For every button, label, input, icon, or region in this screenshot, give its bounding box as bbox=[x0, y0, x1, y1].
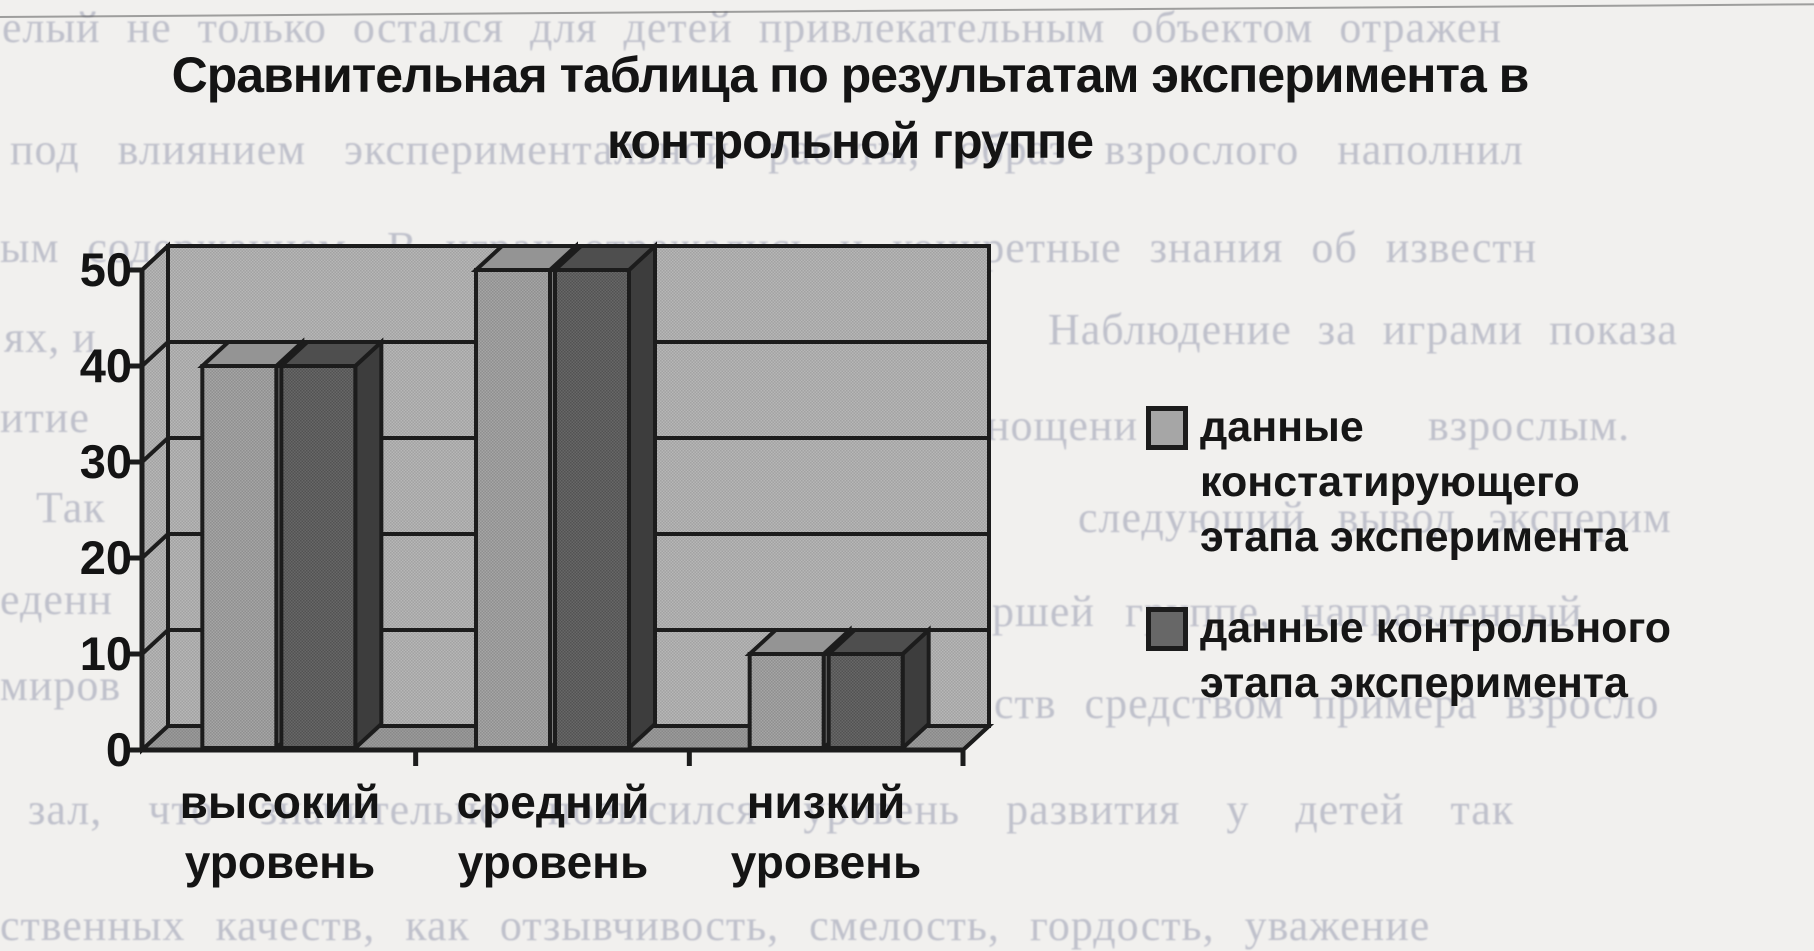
x-axis-label-medium-line2: уровень bbox=[457, 836, 649, 888]
bleed-text-fragment: ственных качеств, как отзывчивость, смел… bbox=[0, 901, 1431, 950]
bleed-text-fragment: под влиянием экспериментальной работы, о… bbox=[10, 125, 1524, 174]
bleed-text-fragment: Наблюдение за играми показа bbox=[1048, 305, 1678, 354]
bleed-text-fragment: ршей группе, направленный bbox=[992, 587, 1583, 636]
y-axis-label-10: 10 bbox=[79, 627, 132, 680]
y-axis-label-30: 30 bbox=[79, 435, 132, 488]
legend-label-constating: данные констатирующего этапа эксперимент… bbox=[1200, 400, 1628, 565]
bar-контрольного-1 bbox=[549, 241, 661, 753]
bleed-text-fragment: Так bbox=[36, 483, 106, 532]
x-axis-label-medium: средний уровень bbox=[393, 772, 713, 892]
bleed-text-fragment: итие bbox=[0, 393, 90, 442]
bleed-text-fragment: ств средством примера взросло bbox=[994, 679, 1660, 728]
legend-label-line: констатирующего bbox=[1200, 458, 1580, 506]
bleed-text-fragment: взрослым. bbox=[1428, 401, 1631, 450]
legend-label-line: данные bbox=[1200, 403, 1364, 451]
y-axis-label-0: 0 bbox=[105, 723, 132, 776]
bleed-text-fragment: следующий вывод эксперим bbox=[1078, 493, 1672, 542]
legend-label-control: данные контрольного этапа эксперимента bbox=[1200, 601, 1671, 711]
legend-label-line: этапа эксперимента bbox=[1200, 513, 1628, 561]
x-axis-label-high-line1: высокий bbox=[179, 776, 381, 828]
bleed-text-fragment: зал, что значительно повысился уровень р… bbox=[28, 785, 1515, 834]
legend-label-line: этапа эксперимента bbox=[1200, 659, 1628, 707]
y-axis-label-50: 50 bbox=[79, 243, 132, 296]
chart-title-line1: Сравнительная таблица по результатам экс… bbox=[171, 47, 1530, 103]
bleed-text-fragment: еденн bbox=[0, 575, 113, 624]
legend-swatch-constating bbox=[1146, 406, 1188, 450]
legend-item-control: данные контрольного этапа эксперимента bbox=[1146, 601, 1806, 711]
legend-swatch-control bbox=[1146, 607, 1188, 651]
bleed-text-fragment: миров bbox=[0, 661, 122, 710]
x-axis-label-high-line2: уровень bbox=[184, 836, 376, 888]
x-axis-label-low: низкий уровень bbox=[666, 772, 986, 892]
bar-контрольного-2 bbox=[823, 625, 934, 753]
x-axis-label-medium-line1: средний bbox=[456, 776, 650, 828]
bleed-text-fragment: ях, и bbox=[4, 313, 97, 362]
legend: данные констатирующего этапа эксперимент… bbox=[1146, 400, 1806, 711]
bleed-text-fragment: нощени bbox=[986, 401, 1139, 450]
legend-label-line: данные контрольного bbox=[1200, 604, 1672, 652]
x-axis-label-high: высокий уровень bbox=[120, 772, 440, 892]
chart-title-line2: контрольной группе bbox=[606, 113, 1094, 169]
x-axis-label-low-line2: уровень bbox=[730, 836, 922, 888]
y-axis-label-20: 20 bbox=[79, 531, 132, 584]
chart-title: Сравнительная таблица по результатам экс… bbox=[70, 42, 1630, 174]
y-axis-label-40: 40 bbox=[79, 339, 132, 392]
legend-item-constating: данные констатирующего этапа эксперимент… bbox=[1146, 400, 1806, 565]
x-axis-label-low-line1: низкий bbox=[746, 776, 906, 828]
bar-контрольного-0 bbox=[276, 337, 387, 753]
